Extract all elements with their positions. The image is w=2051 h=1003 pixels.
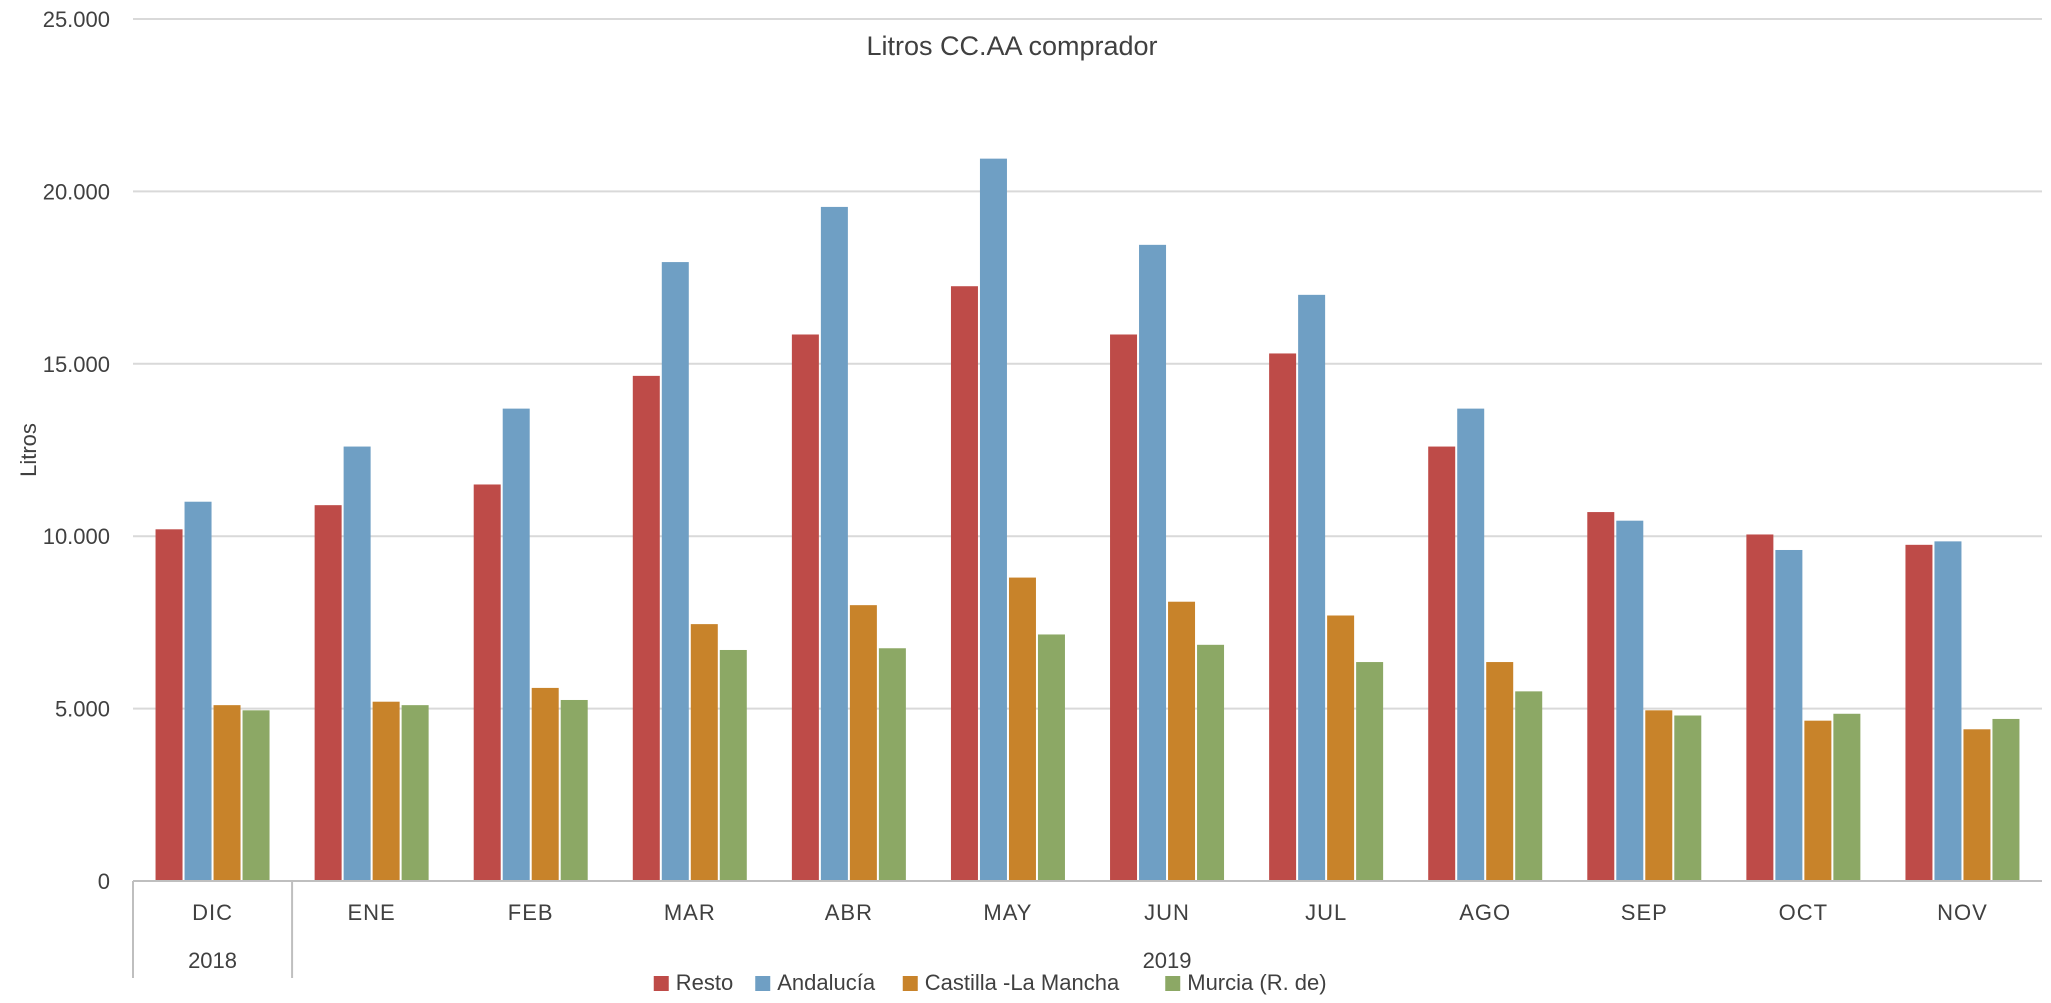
bar: [849, 605, 877, 881]
bar: [1110, 334, 1138, 881]
bar: [1008, 577, 1036, 881]
bar: [1645, 710, 1673, 881]
y-tick-label: 0: [98, 869, 110, 894]
x-tick-label: OCT: [1779, 900, 1828, 925]
x-tick-label: AGO: [1459, 900, 1511, 925]
bar: [184, 501, 212, 881]
bar: [1674, 715, 1702, 881]
bar: [473, 484, 501, 881]
bar: [1197, 644, 1225, 881]
y-tick-label: 5.000: [55, 697, 110, 722]
bar: [1934, 541, 1962, 881]
bar: [690, 624, 718, 881]
legend-label: Resto: [676, 970, 733, 995]
legend-swatch: [902, 976, 918, 991]
bar: [372, 701, 400, 881]
bar: [719, 649, 747, 881]
bar: [343, 446, 371, 881]
legend-label: Castilla -La Mancha: [925, 970, 1120, 995]
bar: [1963, 729, 1991, 881]
bars: [155, 158, 2020, 882]
legend-label: Murcia (R. de): [1187, 970, 1326, 995]
y-tick-label: 15.000: [43, 352, 110, 377]
x-tick-label: DIC: [192, 900, 233, 925]
x-tick-label: NOV: [1937, 900, 1988, 925]
bar: [1486, 662, 1514, 881]
bar: [950, 286, 978, 882]
gridlines: [133, 18, 2042, 710]
bar: [1746, 534, 1774, 881]
bar: [820, 206, 848, 881]
x-tick-label: FEB: [508, 900, 554, 925]
legend-swatch: [755, 976, 771, 991]
y-tick-label: 10.000: [43, 524, 110, 549]
bar: [1587, 512, 1615, 881]
chart-title: Litros CC.AA comprador: [866, 31, 1157, 61]
bar: [1833, 713, 1861, 881]
bar: [531, 687, 559, 881]
x-tick-label: ENE: [348, 900, 396, 925]
bar: [1457, 408, 1485, 881]
bar: [1269, 353, 1297, 881]
bar: [242, 710, 270, 881]
x-tick-label: MAY: [983, 900, 1032, 925]
year-label: 2018: [188, 948, 237, 973]
bar: [1804, 720, 1832, 881]
legend-label: Andalucía: [777, 970, 876, 995]
bar: [1428, 446, 1456, 881]
legend-swatch: [1165, 976, 1181, 991]
bar: [1775, 549, 1803, 881]
legend-swatch: [653, 976, 669, 991]
bar: [1905, 544, 1933, 881]
year-label: 2019: [1143, 948, 1192, 973]
y-axis-ticks: 0 5.000 10.000 15.000 20.000 25.000: [43, 7, 110, 894]
bar: [502, 408, 530, 881]
x-tick-label: ABR: [825, 900, 873, 925]
bar: [878, 648, 906, 881]
bar: [155, 529, 183, 881]
bar: [979, 158, 1007, 882]
bar: [1327, 615, 1355, 881]
x-tick-label: JUL: [1305, 900, 1347, 925]
bar: [1515, 691, 1543, 881]
bar: [1037, 634, 1065, 881]
bar: [1992, 718, 2020, 881]
bar: [1139, 244, 1167, 881]
x-tick-label: MAR: [664, 900, 716, 925]
legend: Resto Andalucía Castilla -La Mancha Murcia …: [653, 970, 1327, 995]
x-axis: DIC ENE FEB MAR ABR MAY JUN JUL AGO SEP OCT NOV 2018…: [132, 880, 2042, 978]
x-tick-label: JUN: [1144, 900, 1190, 925]
bar: [661, 262, 689, 882]
bar: [1168, 601, 1196, 881]
y-tick-label: 20.000: [43, 179, 110, 204]
bar: [213, 705, 241, 881]
y-tick-label: 25.000: [43, 7, 110, 32]
bar: [401, 705, 429, 881]
bar: [1616, 520, 1644, 881]
bar: [1356, 662, 1384, 881]
bar: [314, 505, 342, 881]
bar: [632, 375, 660, 881]
bar: [560, 699, 588, 881]
bar: [791, 334, 819, 881]
bar: [1298, 294, 1326, 882]
x-tick-label: SEP: [1621, 900, 1668, 925]
y-axis-title: Litros: [16, 423, 41, 477]
